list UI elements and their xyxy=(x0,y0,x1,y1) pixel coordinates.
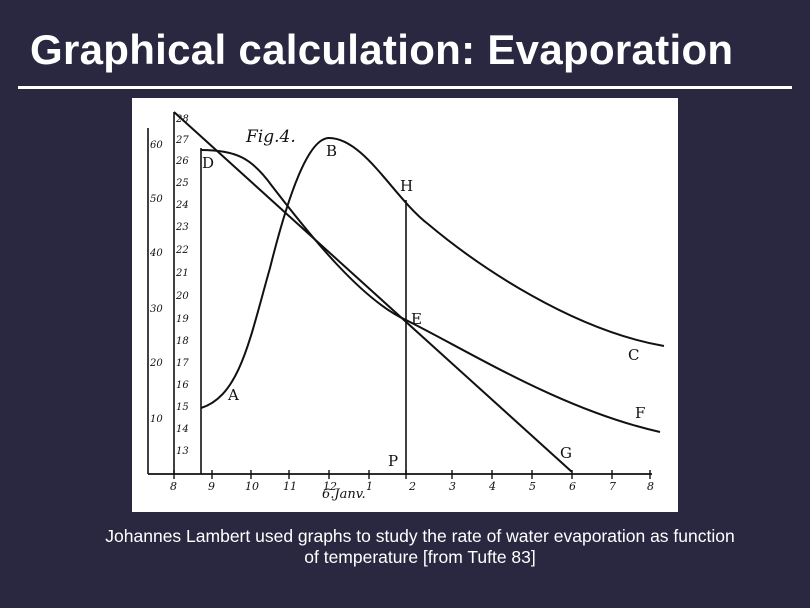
inner-y-tick-label: 17 xyxy=(176,358,189,369)
x-tick-label: 1 xyxy=(366,480,373,493)
caption-line-1: Johannes Lambert used graphs to study th… xyxy=(105,526,735,546)
point-label-f: F xyxy=(635,404,645,422)
x-tick-label: 12 xyxy=(323,480,337,493)
outer-y-tick-label: 30 xyxy=(150,304,163,315)
inner-y-tick-label: 26 xyxy=(175,156,189,167)
inner-y-tick-label: 15 xyxy=(176,402,189,413)
point-label-d: D xyxy=(202,154,214,172)
title-divider xyxy=(18,86,792,89)
caption-line-2: of temperature [from Tufte 83] xyxy=(304,547,536,567)
x-tick-label: 6 xyxy=(569,480,576,493)
inner-y-tick-label: 21 xyxy=(175,268,189,279)
inner-y-tick-label: 18 xyxy=(176,336,189,347)
x-tick-label: 11 xyxy=(283,480,297,493)
inner-y-tick-label: 16 xyxy=(176,380,189,391)
fig-label: Fig.4. xyxy=(245,127,296,147)
inner-y-tick-label: 28 xyxy=(175,114,189,125)
x-tick-label: 9 xyxy=(208,480,215,493)
outer-y-tick-label: 60 xyxy=(150,140,163,151)
x-tick-label: 5 xyxy=(529,480,536,493)
slide-title: Graphical calculation: Evaporation xyxy=(30,26,734,73)
figure-drawing: A B C D E F G H P Fig.4. 6.Janv. 8 9 10 … xyxy=(147,111,665,502)
x-tick-label: 8 xyxy=(647,480,654,493)
x-tick-label: 4 xyxy=(488,480,496,493)
inner-y-tick-label: 14 xyxy=(176,424,189,435)
inner-y-tick-label: 25 xyxy=(175,178,189,189)
inner-y-tick-label: 20 xyxy=(175,291,189,302)
lambert-evaporation-figure: A B C D E F G H P Fig.4. 6.Janv. 8 9 10 … xyxy=(132,98,678,512)
outer-y-tick-label: 50 xyxy=(150,194,163,205)
curve-DEF xyxy=(200,149,661,433)
line-G xyxy=(173,111,573,473)
x-tick-label: 7 xyxy=(609,480,616,493)
curve-ABC xyxy=(200,136,665,409)
slide-caption: Johannes Lambert used graphs to study th… xyxy=(20,526,810,568)
x-tick-labels: 8 9 10 11 12 1 2 3 4 5 6 7 8 xyxy=(170,480,654,493)
point-label-a: A xyxy=(227,386,239,404)
point-label-g: G xyxy=(560,444,572,462)
point-label-p: P xyxy=(388,452,398,470)
x-tick-marks xyxy=(173,470,651,479)
inner-y-tick-labels: 28 27 26 25 24 23 22 21 20 19 18 17 16 1… xyxy=(175,114,189,457)
x-tick-label: 3 xyxy=(449,480,456,493)
inner-y-tick-label: 13 xyxy=(176,446,189,457)
point-label-b: B xyxy=(326,142,337,160)
outer-y-tick-label: 20 xyxy=(149,358,163,369)
x-axis-label: 6.Janv. xyxy=(322,487,366,502)
point-label-c: C xyxy=(628,346,639,364)
outer-y-tick-labels: 60 50 40 30 20 10 xyxy=(149,140,163,425)
x-tick-label: 2 xyxy=(408,480,416,493)
point-label-e: E xyxy=(411,310,422,328)
inner-y-tick-label: 23 xyxy=(175,222,189,233)
inner-y-tick-label: 24 xyxy=(175,200,189,211)
outer-y-tick-label: 40 xyxy=(149,248,163,259)
x-tick-label: 10 xyxy=(245,480,259,493)
inner-y-tick-label: 19 xyxy=(176,314,189,325)
inner-y-tick-label: 27 xyxy=(175,135,189,146)
x-tick-label: 8 xyxy=(170,480,177,493)
outer-y-tick-label: 10 xyxy=(150,414,163,425)
inner-y-tick-label: 22 xyxy=(175,245,189,256)
point-label-h: H xyxy=(400,177,413,195)
